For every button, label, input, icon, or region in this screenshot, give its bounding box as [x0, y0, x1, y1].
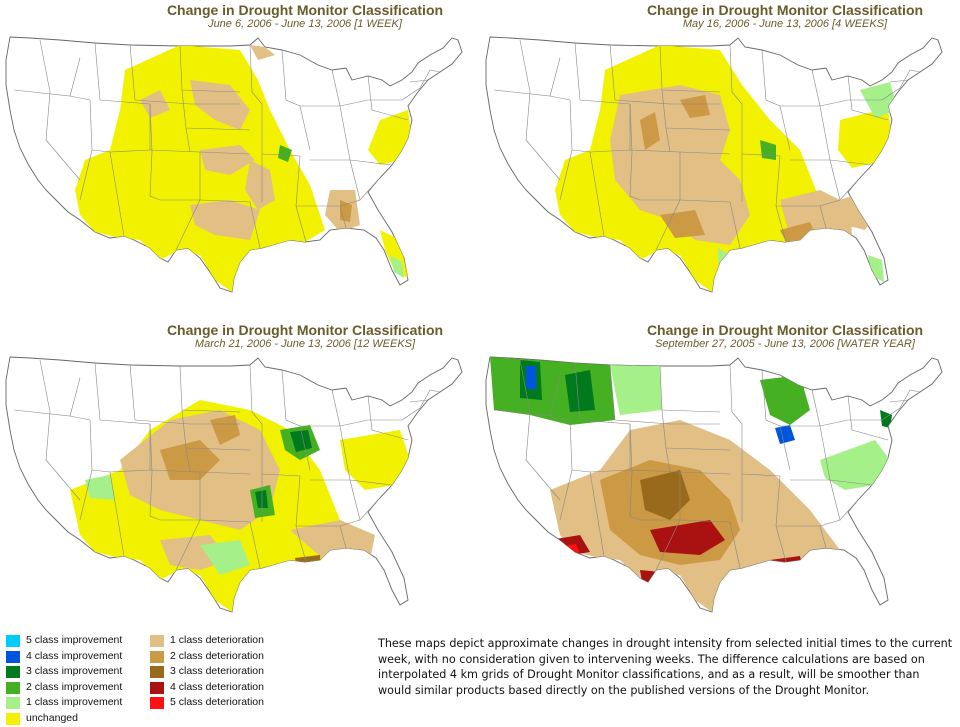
legend-label: 1 class improvement	[26, 696, 122, 708]
legend-swatch	[150, 651, 164, 663]
legend-label: 4 class improvement	[26, 650, 122, 662]
legend-label: 5 class deterioration	[170, 696, 264, 708]
drought-change-map-water-year	[480, 320, 960, 640]
legend-swatch	[6, 666, 20, 678]
legend-label: 2 class deterioration	[170, 650, 264, 662]
legend-swatch	[150, 666, 164, 678]
legend-swatch	[150, 682, 164, 694]
legend-item: 1 class improvement	[6, 696, 146, 712]
legend-label: 4 class deterioration	[170, 681, 264, 693]
legend-item: 2 class deterioration	[150, 650, 290, 666]
map-title: Change in Drought Monitor Classification	[630, 322, 940, 338]
map-subtitle: September 27, 2005 - June 13, 2006 [WATE…	[630, 338, 940, 350]
legend-swatch	[6, 697, 20, 709]
legend-label: 3 class deterioration	[170, 665, 264, 677]
legend-item: 4 class improvement	[6, 650, 146, 666]
legend-item: 3 class improvement	[6, 665, 146, 681]
map-panel-water-year: Change in Drought Monitor Classification…	[480, 320, 960, 640]
legend-label: 5 class improvement	[26, 634, 122, 646]
map-panel-1-week: Change in Drought Monitor Classification…	[0, 0, 480, 320]
legend-item: 1 class deterioration	[150, 634, 290, 650]
legend-swatch	[6, 635, 20, 647]
legend-item: 3 class deterioration	[150, 665, 290, 681]
legend-item: unchanged	[6, 712, 146, 727]
legend-item: 4 class deterioration	[150, 681, 290, 697]
legend-improvement: 5 class improvement 4 class improvement …	[6, 634, 146, 727]
drought-change-map-12-weeks	[0, 320, 480, 640]
legend-swatch	[150, 635, 164, 647]
legend-swatch	[6, 682, 20, 694]
map-subtitle: May 16, 2006 - June 13, 2006 [4 WEEKS]	[630, 18, 940, 30]
explanatory-note: These maps depict approximate changes in…	[378, 636, 953, 698]
legend-swatch	[150, 697, 164, 709]
legend-deterioration: 1 class deterioration 2 class deteriorat…	[150, 634, 290, 712]
map-subtitle: March 21, 2006 - June 13, 2006 [12 WEEKS…	[150, 338, 460, 350]
legend-item: 5 class improvement	[6, 634, 146, 650]
drought-change-map-1-week	[0, 0, 480, 320]
legend-item: 5 class deterioration	[150, 696, 290, 712]
legend-swatch	[6, 651, 20, 663]
legend-label: unchanged	[26, 712, 78, 724]
map-title: Change in Drought Monitor Classification	[630, 2, 940, 18]
legend-item: 2 class improvement	[6, 681, 146, 697]
map-subtitle: June 6, 2006 - June 13, 2006 [1 WEEK]	[150, 18, 460, 30]
map-panel-12-weeks: Change in Drought Monitor Classification…	[0, 320, 480, 640]
legend-swatch	[6, 713, 20, 725]
legend-label: 3 class improvement	[26, 665, 122, 677]
legend-label: 2 class improvement	[26, 681, 122, 693]
legend-label: 1 class deterioration	[170, 634, 264, 646]
map-title: Change in Drought Monitor Classification	[150, 2, 460, 18]
drought-change-map-4-weeks	[480, 0, 960, 320]
map-panel-4-weeks: Change in Drought Monitor Classification…	[480, 0, 960, 320]
map-title: Change in Drought Monitor Classification	[150, 322, 460, 338]
